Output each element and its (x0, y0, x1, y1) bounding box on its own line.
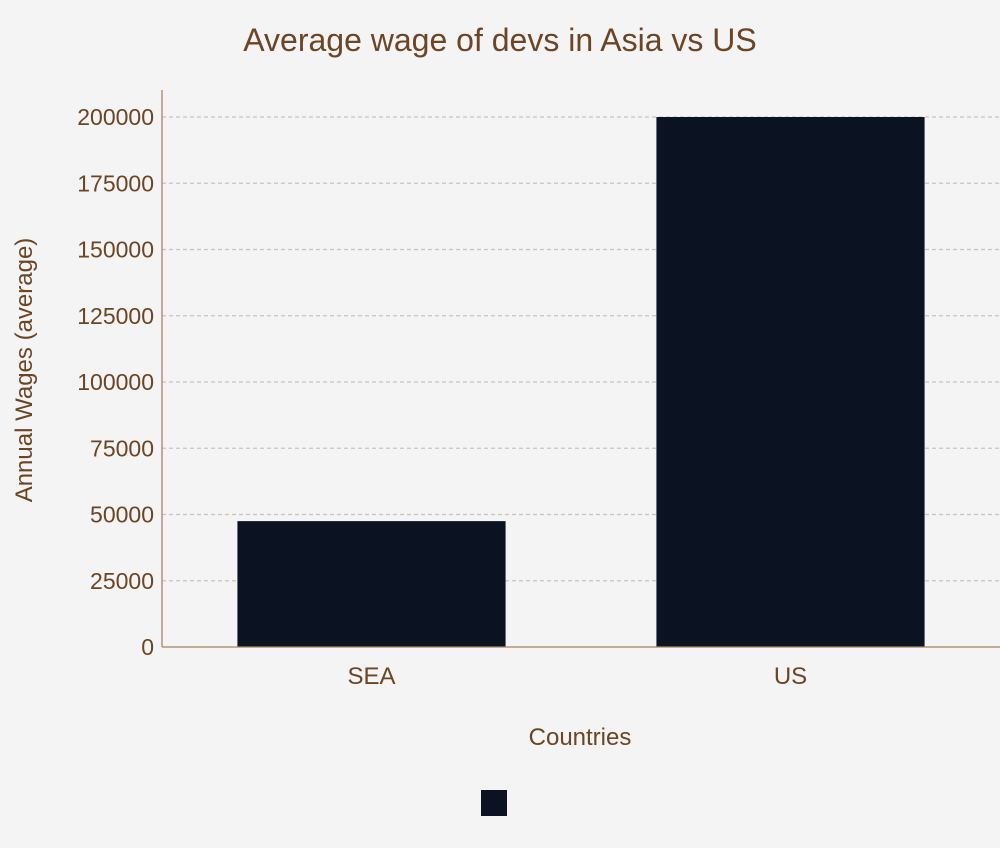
y-tick-label: 75000 (90, 435, 154, 461)
y-tick-labels: 0 25000 50000 75000 100000 125000 150000 175000… (77, 104, 154, 660)
bar-sea[interactable] (237, 521, 506, 647)
y-tick-label: 25000 (90, 568, 154, 594)
y-tick-label: 50000 (90, 502, 154, 528)
y-tick-label: 175000 (77, 170, 154, 196)
y-axis-title: Annual Wages (average) (11, 238, 38, 503)
y-tick-label: 200000 (77, 104, 154, 130)
x-tick-labels: SEA US (347, 663, 807, 690)
x-tick-label: SEA (347, 663, 395, 690)
x-tick-label: US (774, 663, 807, 690)
y-tick-label: 0 (141, 634, 154, 660)
y-tick-label: 150000 (77, 237, 154, 263)
y-tick-label: 125000 (77, 303, 154, 329)
bars (237, 117, 925, 647)
axes (161, 90, 1000, 648)
x-axis-title: Countries (529, 724, 632, 751)
y-tick-label: 100000 (77, 369, 154, 395)
bar-us[interactable] (656, 117, 925, 647)
legend-swatch[interactable] (481, 790, 507, 816)
chart-title: Average wage of devs in Asia vs US (243, 22, 756, 58)
